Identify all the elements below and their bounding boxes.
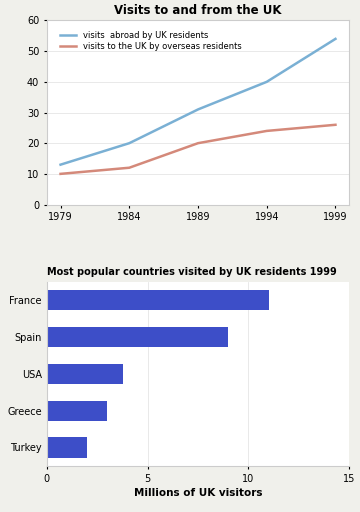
X-axis label: Millions of UK visitors: Millions of UK visitors: [134, 488, 262, 498]
Bar: [47, 400, 107, 421]
Line: visits  abroad by UK residents: visits abroad by UK residents: [60, 39, 336, 165]
visits to the UK by overseas residents: [333, 122, 338, 128]
Text: Most popular countries visited by UK residents 1999: Most popular countries visited by UK res…: [47, 267, 337, 277]
visits to the UK by overseas residents: [196, 140, 200, 146]
visits  abroad by UK residents: [333, 36, 338, 42]
Bar: [47, 290, 269, 310]
Legend: visits  abroad by UK residents, visits to the UK by overseas residents: visits abroad by UK residents, visits to…: [57, 28, 244, 54]
visits  abroad by UK residents: [58, 162, 63, 168]
visits  abroad by UK residents: [265, 79, 269, 85]
visits to the UK by overseas residents: [127, 165, 131, 171]
visits  abroad by UK residents: [196, 106, 200, 113]
Line: visits to the UK by overseas residents: visits to the UK by overseas residents: [60, 125, 336, 174]
visits  abroad by UK residents: [127, 140, 131, 146]
Bar: [47, 327, 228, 347]
Bar: [47, 364, 123, 384]
Title: Visits to and from the UK: Visits to and from the UK: [114, 4, 282, 16]
Bar: [47, 437, 87, 458]
visits to the UK by overseas residents: [58, 171, 63, 177]
visits to the UK by overseas residents: [265, 128, 269, 134]
